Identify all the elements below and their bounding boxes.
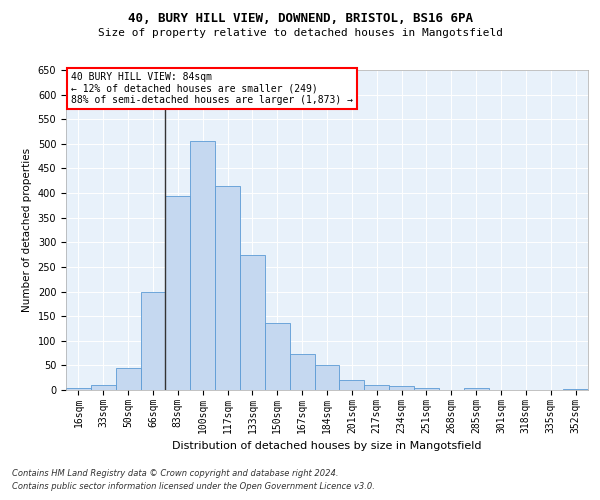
- Text: 40, BURY HILL VIEW, DOWNEND, BRISTOL, BS16 6PA: 40, BURY HILL VIEW, DOWNEND, BRISTOL, BS…: [128, 12, 473, 26]
- Bar: [389, 386, 414, 390]
- Bar: [340, 380, 364, 390]
- X-axis label: Distribution of detached houses by size in Mangotsfield: Distribution of detached houses by size …: [172, 441, 482, 451]
- Bar: [140, 292, 166, 390]
- Text: Contains HM Land Registry data © Crown copyright and database right 2024.: Contains HM Land Registry data © Crown c…: [12, 468, 338, 477]
- Bar: [240, 254, 265, 390]
- Bar: [364, 384, 389, 390]
- Y-axis label: Number of detached properties: Number of detached properties: [22, 148, 32, 312]
- Text: Size of property relative to detached houses in Mangotsfield: Size of property relative to detached ho…: [97, 28, 503, 38]
- Bar: [166, 196, 190, 390]
- Bar: [290, 354, 314, 390]
- Bar: [190, 142, 215, 390]
- Bar: [563, 389, 588, 390]
- Bar: [116, 368, 140, 390]
- Bar: [414, 388, 439, 390]
- Text: 40 BURY HILL VIEW: 84sqm
← 12% of detached houses are smaller (249)
88% of semi-: 40 BURY HILL VIEW: 84sqm ← 12% of detach…: [71, 72, 353, 105]
- Bar: [464, 388, 488, 390]
- Text: Contains public sector information licensed under the Open Government Licence v3: Contains public sector information licen…: [12, 482, 375, 491]
- Bar: [215, 186, 240, 390]
- Bar: [265, 322, 290, 390]
- Bar: [314, 366, 340, 390]
- Bar: [66, 388, 91, 390]
- Bar: [91, 385, 116, 390]
